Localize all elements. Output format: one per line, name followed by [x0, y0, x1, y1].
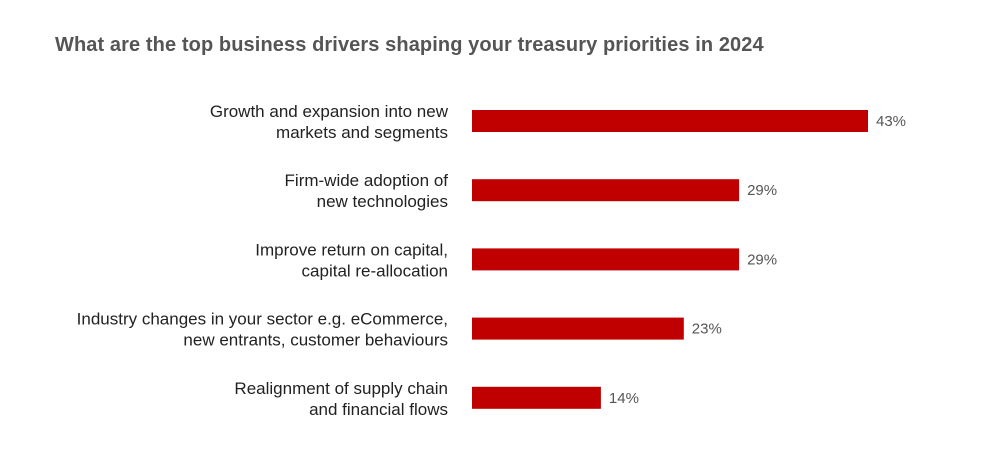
category-label-0: Growth and expansion into new markets and…: [210, 102, 449, 142]
category-label-2-line-0: Improve return on capital,: [255, 240, 448, 259]
category-label-4: Realignment of supply chain and financial…: [234, 379, 448, 419]
category-label-2-line-1: capital re-allocation: [302, 261, 448, 280]
category-label-3-line-0: Industry changes in your sector e.g. eCo…: [77, 310, 448, 329]
category-label-2: Improve return on capital, capital re-all…: [255, 240, 448, 280]
category-label-3-line-1: new entrants, customer behaviours: [183, 331, 448, 350]
bar-3: [472, 317, 684, 340]
category-label-4-line-0: Realignment of supply chain: [234, 379, 448, 398]
category-label-4-line-1: and financial flows: [309, 400, 448, 419]
value-label-3: 23%: [692, 321, 722, 338]
category-label-0-line-1: markets and segments: [276, 123, 448, 142]
category-label-1-line-1: new technologies: [317, 192, 448, 211]
bar-4: [472, 386, 601, 409]
category-label-0-line-0: Growth and expansion into new: [210, 102, 449, 121]
value-label-4: 14%: [609, 390, 639, 407]
value-label-1: 29%: [747, 182, 777, 199]
value-label-0: 43%: [876, 113, 906, 130]
bar-1: [472, 179, 740, 202]
chart-title: What are the top business drivers shapin…: [55, 34, 764, 56]
value-label-2: 29%: [747, 251, 777, 268]
category-label-1-line-0: Firm-wide adoption of: [285, 171, 449, 190]
category-label-3: Industry changes in your sector e.g. eCo…: [77, 310, 448, 350]
category-label-1: Firm-wide adoption of new technologies: [285, 171, 449, 211]
bar-0: [472, 110, 868, 132]
bar-2: [472, 248, 740, 271]
